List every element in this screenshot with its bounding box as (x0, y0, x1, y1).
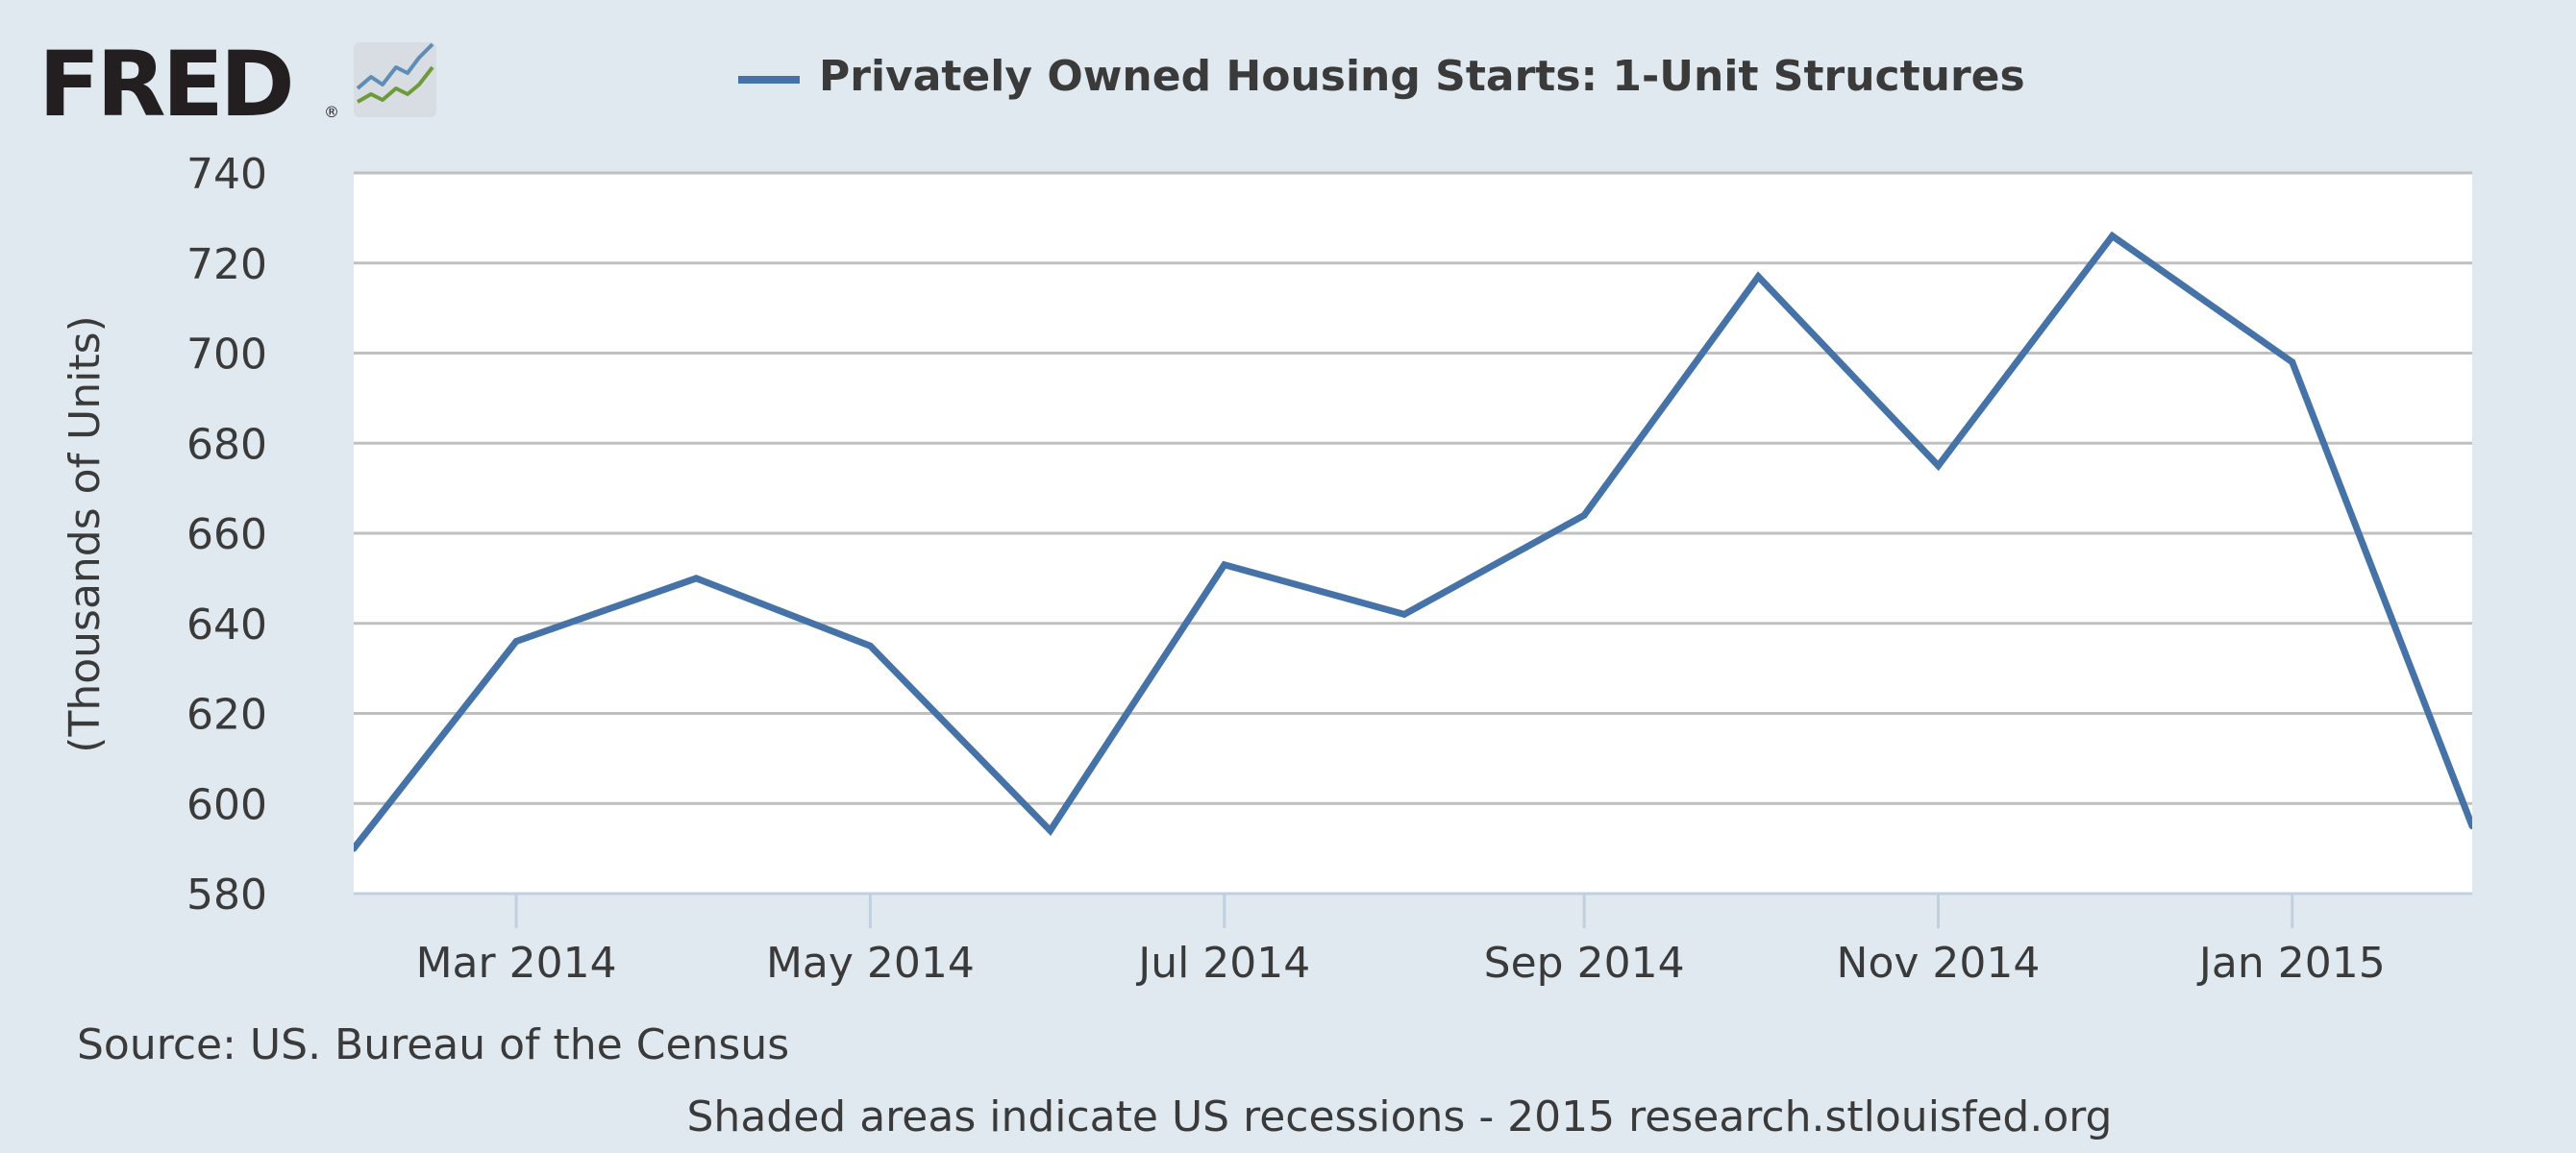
data-point (1754, 273, 1762, 281)
fred-logo-text: FRED (38, 33, 291, 137)
data-point (512, 638, 520, 645)
y-tick-label: 640 (186, 601, 267, 650)
y-tick-label: 680 (186, 420, 267, 469)
registered-mark: ® (324, 103, 339, 121)
data-point (692, 575, 700, 582)
legend-label: Privately Owned Housing Starts: 1-Unit S… (819, 52, 2025, 101)
x-tick-label: Mar 2014 (416, 939, 617, 988)
data-point (2468, 822, 2472, 830)
y-tick-label: 660 (186, 510, 267, 559)
x-tick-label: Jul 2014 (1135, 939, 1310, 988)
recession-note: Shaded areas indicate US recessions - 20… (687, 1092, 2113, 1141)
series-layer (354, 231, 2472, 852)
y-axis-label: (Thousands of Units) (61, 315, 110, 752)
data-point (866, 642, 874, 650)
y-tick-label: 580 (186, 871, 267, 920)
x-tick-label: May 2014 (766, 939, 975, 988)
chart-logo-icon (354, 42, 436, 117)
data-point (1934, 462, 1942, 470)
data-point (354, 845, 358, 852)
data-point (1580, 511, 1588, 519)
data-point (1400, 610, 1408, 618)
x-tick-label: Sep 2014 (1484, 939, 1685, 988)
legend: Privately Owned Housing Starts: 1-Unit S… (738, 52, 2025, 101)
data-point (2109, 233, 2117, 240)
y-tick-label: 700 (186, 331, 267, 380)
fred-logo[interactable]: FRED ® (38, 33, 436, 137)
data-point (1221, 561, 1228, 569)
y-tick-label: 620 (186, 691, 267, 740)
y-tick-label: 720 (186, 240, 267, 289)
y-tick-label: 740 (186, 150, 267, 199)
grid-lines (354, 171, 2472, 805)
data-point (1047, 826, 1054, 834)
y-axis: 580 600 620 640 660 680 700 720 740 (186, 150, 267, 920)
x-tick-label: Jan 2015 (2196, 939, 2386, 988)
y-tick-label: 600 (186, 780, 267, 829)
x-tick-label: Nov 2014 (1837, 939, 2041, 988)
source-note: Source: US. Bureau of the Census (77, 1020, 789, 1069)
data-point (2289, 358, 2296, 366)
x-axis: Mar 2014 May 2014 Jul 2014 Sep 2014 Nov 2014… (416, 894, 2386, 988)
